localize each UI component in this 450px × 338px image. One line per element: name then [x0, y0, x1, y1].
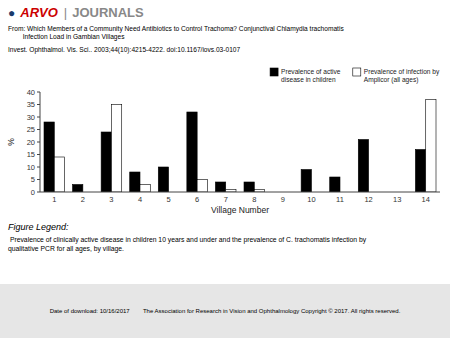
footer-band	[0, 284, 450, 338]
logo-journals: JOURNALS	[72, 5, 144, 20]
text-line: Prevalence of active	[281, 68, 341, 75]
text-line: disease in children	[281, 76, 336, 83]
plot-area	[40, 92, 440, 192]
y-axis	[40, 92, 41, 192]
x-tick-label: 5	[166, 195, 170, 204]
bar	[140, 185, 150, 193]
bar	[101, 132, 111, 192]
x-tick-label: 8	[252, 195, 256, 204]
legend-label: Prevalence of activedisease in children	[281, 68, 341, 83]
x-tick-label: 11	[336, 195, 344, 204]
bar	[244, 182, 254, 192]
figure: ● ARVO | JOURNALS From: Which Members of a C…	[0, 0, 450, 338]
figure-legend-title: Figure Legend:	[8, 222, 69, 232]
legend-entry: Prevalence of infection byAmplicor (all …	[353, 68, 440, 84]
bar	[330, 177, 340, 192]
bar	[187, 112, 197, 192]
x-tick-label: 14	[422, 195, 430, 204]
legend-swatch	[270, 68, 278, 76]
x-tick-label: 13	[393, 195, 401, 204]
figure-legend-text: Prevalence of clinically active disease …	[8, 236, 367, 253]
legend-label: Prevalence of infection byAmplicor (all …	[364, 68, 440, 84]
bar	[197, 180, 207, 193]
bar	[130, 172, 140, 192]
text-line: From: Which Members of a Community Need …	[8, 25, 344, 33]
source-title: From: Which Members of a Community Need …	[8, 25, 344, 41]
bar	[44, 122, 54, 192]
x-tick-label: 6	[195, 195, 199, 204]
bar	[73, 185, 83, 193]
x-tick-label: 9	[281, 195, 285, 204]
x-tick-label: 4	[138, 195, 142, 204]
y-tick-label: 35	[27, 100, 35, 109]
x-tick-label: 7	[224, 195, 228, 204]
text-line: Invest. Ophthalmol. Vis. Sci.. 2003;44(1…	[8, 46, 240, 54]
logo-separator: |	[64, 5, 67, 20]
text-line: Infection Load in Gambian Villages	[8, 33, 125, 41]
bars	[44, 100, 436, 193]
y-tick-label: 30	[27, 113, 35, 122]
x-axis	[40, 192, 440, 193]
citation: Invest. Ophthalmol. Vis. Sci.. 2003;44(1…	[8, 46, 240, 54]
bar	[358, 140, 368, 193]
x-tick-label: 12	[364, 195, 372, 204]
bar	[158, 167, 168, 192]
bar	[215, 182, 225, 192]
logo-arvo: ARVO	[19, 5, 58, 20]
x-tick-label: 2	[81, 195, 85, 204]
bar	[415, 150, 425, 193]
footer-text: Date of download: 10/16/2017 The Associa…	[50, 308, 401, 314]
text-line: Amplicor (all ages)	[364, 76, 419, 84]
y-tick-label: 0	[31, 188, 35, 197]
y-tick-label: 20	[27, 138, 35, 147]
x-tick-label: 1	[52, 195, 56, 204]
y-tick-label: 40	[27, 88, 35, 97]
text-line: qualitative PCR for all ages, by village…	[8, 245, 124, 253]
bar	[301, 170, 311, 193]
bar	[426, 100, 436, 193]
bar	[54, 157, 64, 192]
bar	[111, 105, 121, 193]
y-tick-label: 10	[27, 163, 35, 172]
x-tick-label: 3	[109, 195, 113, 204]
y-tick-label: 25	[27, 125, 35, 134]
y-axis-label: %	[6, 138, 16, 146]
x-tick-label: 10	[307, 195, 315, 204]
logo-icon: ●	[8, 6, 15, 20]
legend-swatch	[353, 68, 361, 76]
y-tick-label: 5	[31, 175, 35, 184]
text-line: Prevalence of clinically active disease …	[8, 236, 367, 244]
background	[0, 0, 450, 338]
legend: Prevalence of activedisease in childrenP…	[270, 68, 440, 84]
y-tick-label: 15	[27, 150, 35, 159]
legend-entry: Prevalence of activedisease in children	[270, 68, 341, 83]
x-axis-label: Village Number	[211, 205, 269, 215]
plot: 0 5 10 15 20 25 30 35 40	[27, 88, 440, 197]
